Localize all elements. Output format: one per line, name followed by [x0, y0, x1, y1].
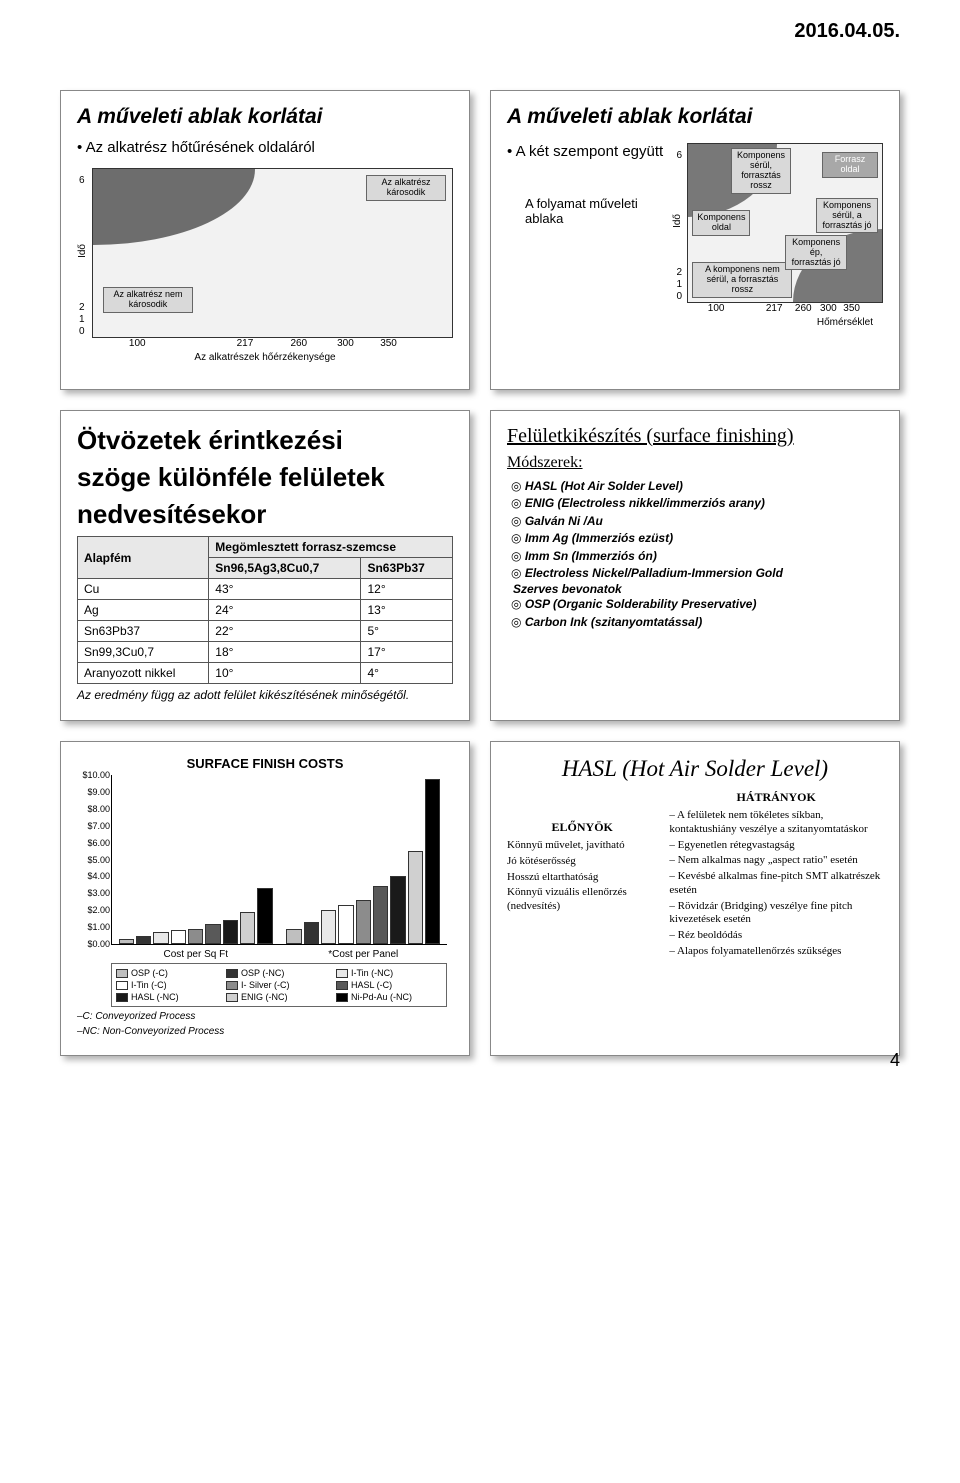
dis-heading: HÁTRÁNYOK: [669, 790, 883, 805]
cost-legend: OSP (-C) OSP (-NC) I-Tin (-NC) I-Tin (-C) I-…: [111, 963, 447, 1007]
alloy-table: Alapfém Megömlesztett forrasz-szemcse Sn…: [77, 536, 453, 684]
cost-bar: [205, 924, 220, 944]
legend-item: Ni-Pd-Au (-NC): [336, 992, 442, 1002]
method-item: Electroless Nickel/Palladium-Immersion G…: [525, 565, 883, 582]
panel4-title: Felületkikészítés (surface finishing): [507, 425, 883, 448]
cost-bar: [188, 929, 203, 944]
panel3-caption: Az eredmény függ az adott felület kikész…: [77, 688, 453, 702]
panel-operating-window-right: A műveleti ablak korlátai A két szempont…: [490, 90, 900, 390]
panel1-label-ok: Az alkatrész nem károsodik: [103, 287, 193, 313]
legend-item: I- Silver (-C): [226, 980, 332, 990]
page-number: 4: [890, 1050, 900, 1071]
method-item: Galván Ni /Au: [525, 513, 883, 530]
disadvantage-item: A felületek nem tökéletes síkban, kontak…: [669, 809, 883, 837]
panel-cost-chart: SURFACE FINISH COSTS Cost per Sq Ft *Cos…: [60, 741, 470, 1056]
panel-surface-finishing: Felületkikészítés (surface finishing) Mó…: [490, 410, 900, 721]
date-header: 2016.04.05.: [794, 20, 900, 43]
method-item: ENIG (Electroless nikkel/immerziós arany…: [525, 495, 883, 512]
advantage-item: Hosszú eltarthatóság: [507, 871, 657, 885]
cost-bar: [153, 932, 168, 944]
legend-item: HASL (-C): [336, 980, 442, 990]
panel-operating-window-left: A műveleti ablak korlátai Az alkatrész h…: [60, 90, 470, 390]
panel1-bullet: Az alkatrész hőtűrésének oldaláról: [77, 139, 453, 156]
advantage-item: Könnyű művelet, javítható: [507, 839, 657, 853]
cost-bar: [171, 930, 186, 944]
method-item: Imm Ag (Immerziós ezüst): [525, 530, 883, 547]
disadvantage-item: Egyenetlen rétegvastagság: [669, 839, 883, 853]
panel2-note: A folyamat műveleti ablaka: [525, 196, 672, 226]
panel4-section: Módszerek:: [507, 454, 883, 472]
panel1-label-damage: Az alkatrész károsodik: [366, 175, 446, 201]
cost-bar: [373, 886, 388, 944]
cost-bar: [304, 922, 319, 944]
table-row: Sn63Pb3722°5°: [78, 621, 453, 642]
panel1-chart: Az alkatrész károsodik Az alkatrész nem …: [92, 168, 453, 338]
cost-bar: [136, 936, 151, 945]
panel1-y-axis: Idő: [77, 244, 88, 258]
panel2-chart: Komponens sérül, forrasztás rossz Forras…: [687, 143, 883, 303]
cost-barchart: Cost per Sq Ft *Cost per Panel $10.00$9.…: [111, 775, 447, 945]
table-row: Sn99,3Cu0,718°17°: [78, 642, 453, 663]
disadvantage-item: Alapos folyamatellenőrzés szükséges: [669, 945, 883, 959]
cost-bar: [356, 900, 371, 944]
panel6-title: HASL (Hot Air Solder Level): [507, 756, 883, 782]
panel2-x-axis: Hőmérséklet: [672, 317, 883, 328]
cost-bar: [223, 920, 238, 944]
cost-bar: [286, 929, 301, 944]
cost-bar: [408, 851, 423, 945]
legend-item: ENIG (-NC): [226, 992, 332, 1002]
cost-bar: [257, 888, 272, 944]
panel2-title: A műveleti ablak korlátai: [507, 105, 883, 129]
cost-bar: [119, 939, 134, 944]
advantage-item: Könnyű vizuális ellenőrzés (nedvesítés): [507, 886, 657, 914]
method-item: Imm Sn (Immerziós ón): [525, 548, 883, 565]
cost-bar: [425, 779, 440, 944]
adv-heading: ELŐNYÖK: [507, 820, 657, 835]
cost-bar: [338, 905, 353, 944]
panel-alloy-table: Ötvözetek érintkezési szöge különféle fe…: [60, 410, 470, 721]
foot-nc: –NC: Non-Conveyorized Process: [77, 1026, 453, 1037]
disadvantage-item: Rövidzár (Bridging) veszélye fine pitch …: [669, 900, 883, 928]
foot-c: –C: Conveyorized Process: [77, 1011, 453, 1022]
panel2-bullet: A két szempont együtt: [507, 143, 672, 160]
disadvantage-item: Kevésbé alkalmas fine-pitch SMT alkatrés…: [669, 870, 883, 898]
legend-item: I-Tin (-C): [116, 980, 222, 990]
method-subitem: OSP (Organic Solderability Preservative): [525, 596, 883, 613]
method-item: HASL (Hot Air Solder Level): [525, 478, 883, 495]
panel-hasl: HASL (Hot Air Solder Level) ELŐNYÖK Könn…: [490, 741, 900, 1056]
method-subitem: Carbon Ink (szitanyomtatással): [525, 614, 883, 631]
cost-bar: [390, 876, 405, 944]
panel4-subhead: Szerves bevonatok: [513, 582, 883, 596]
disadvantage-item: Nem alkalmas nagy „aspect ratio" esetén: [669, 854, 883, 868]
panel5-title: SURFACE FINISH COSTS: [77, 756, 453, 771]
legend-item: OSP (-NC): [226, 968, 332, 978]
panel1-x-axis: Az alkatrészek hőérzékenysége: [77, 352, 453, 363]
table-row: Aranyozott nikkel10°4°: [78, 663, 453, 684]
legend-item: HASL (-NC): [116, 992, 222, 1002]
legend-item: I-Tin (-NC): [336, 968, 442, 978]
disadvantage-item: Réz beoldódás: [669, 929, 883, 943]
panel3-title-l2: szöge különféle felületek: [77, 462, 453, 493]
cost-bar: [321, 910, 336, 944]
legend-item: OSP (-C): [116, 968, 222, 978]
table-row: Ag24°13°: [78, 600, 453, 621]
panel3-title-l1: Ötvözetek érintkezési: [77, 425, 453, 456]
table-row: Cu43°12°: [78, 579, 453, 600]
panel1-title: A műveleti ablak korlátai: [77, 105, 453, 129]
cost-bar: [240, 912, 255, 944]
panel3-title-l3: nedvesítésekor: [77, 499, 453, 530]
advantage-item: Jó kötéserősség: [507, 855, 657, 869]
panel2-y-axis: Idő: [672, 214, 683, 228]
